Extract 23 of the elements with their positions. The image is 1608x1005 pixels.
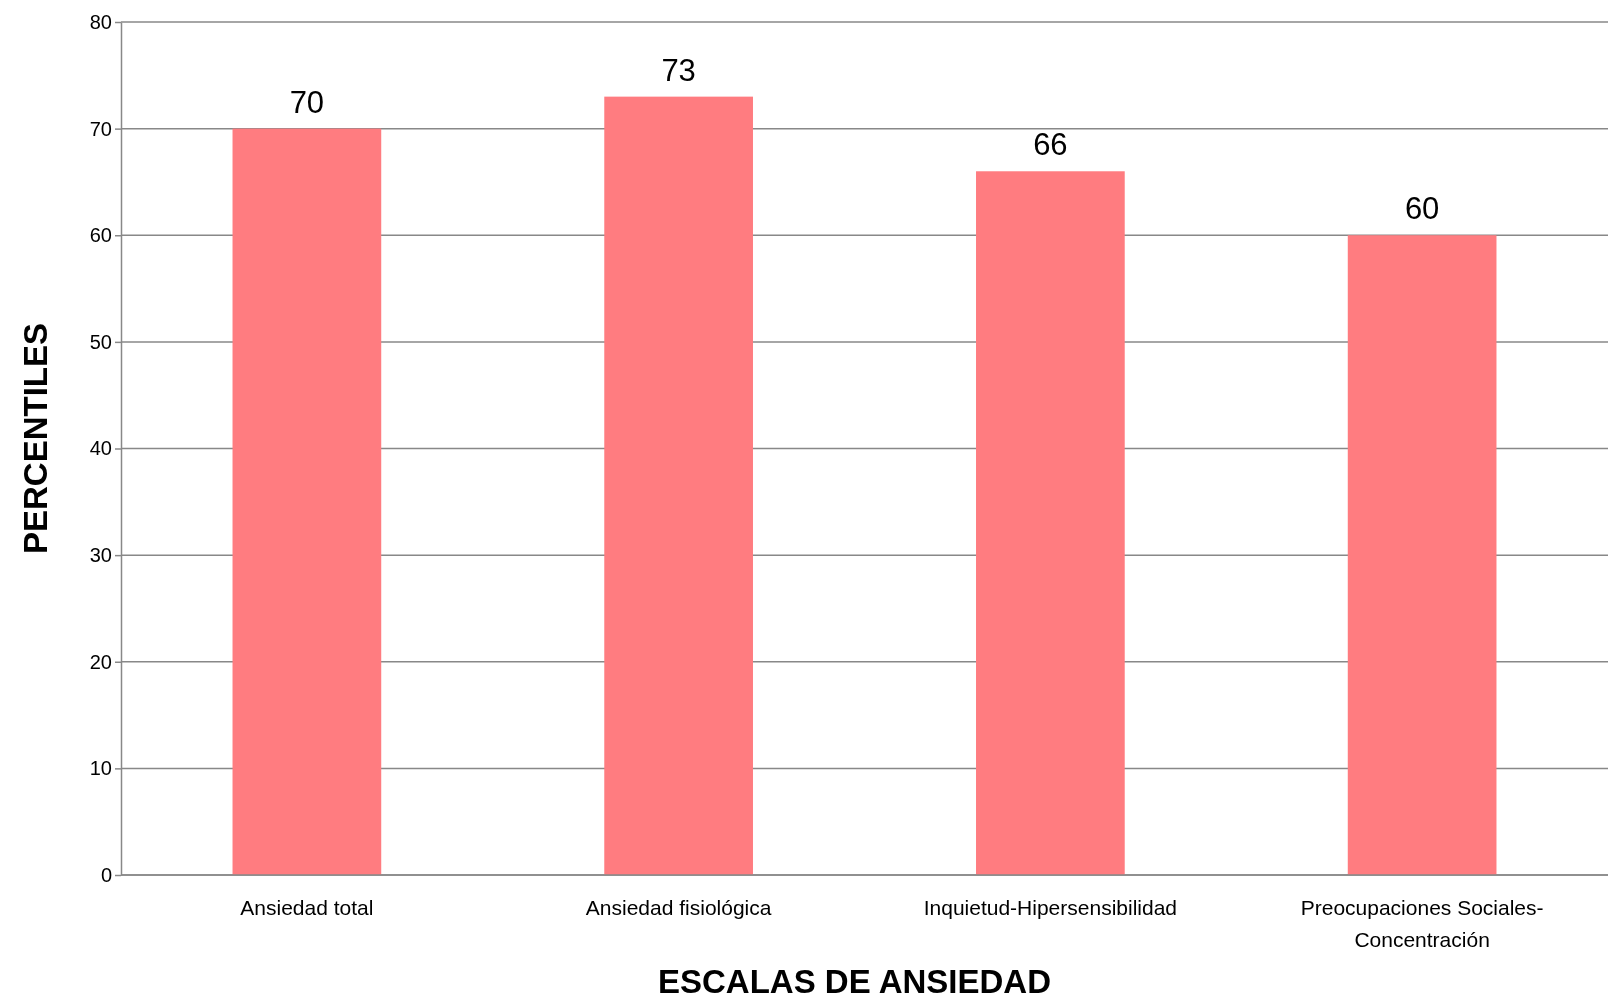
y-tick-label: 0 [100, 863, 112, 886]
bar [1347, 235, 1497, 875]
data-label: 66 [1033, 127, 1068, 163]
x-tick-label: Ansiedad total [240, 896, 374, 919]
bar [976, 171, 1125, 875]
y-tick-label: 10 [89, 757, 112, 780]
y-tick-label: 30 [89, 544, 112, 567]
y-tick-label: 40 [89, 437, 112, 460]
x-tick-label: Inquietud-Hipersensibilidad [923, 896, 1178, 919]
x-tick-label: Ansiedad fisiológica [585, 896, 772, 919]
bar [604, 96, 753, 875]
data-label: 70 [289, 84, 325, 120]
y-tick-label: 50 [89, 330, 112, 353]
data-label: 73 [661, 52, 696, 88]
y-tick-label: 70 [89, 117, 112, 140]
x-axis-title: ESCALAS DE ANSIEDAD [658, 963, 1051, 1000]
y-tick-label: 20 [89, 650, 112, 673]
y-tick-label: 60 [89, 224, 112, 247]
bar [232, 128, 382, 875]
data-label: 60 [1404, 191, 1440, 227]
x-tick-label: Preocupaciones Sociales-Concentración [1300, 896, 1544, 951]
y-tick-label: 80 [89, 10, 112, 33]
y-axis-title: PERCENTILES [17, 322, 54, 555]
